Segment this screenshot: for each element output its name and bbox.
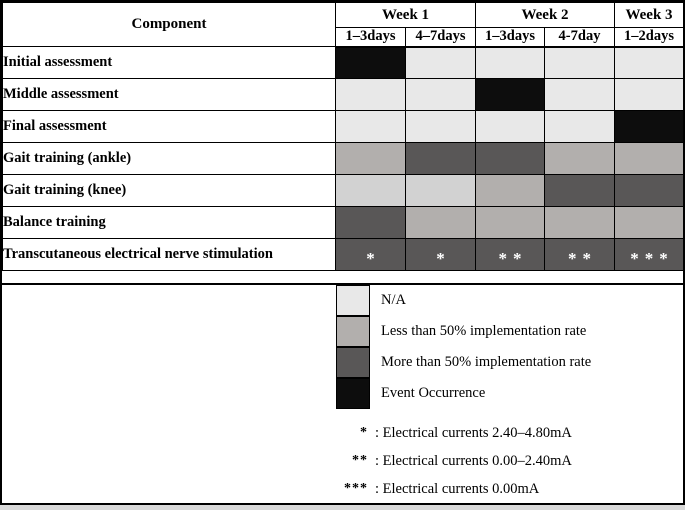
grid-cell xyxy=(475,78,545,111)
grid-cell xyxy=(405,142,476,175)
grid-cell xyxy=(544,110,615,143)
asterisk-mark: ** xyxy=(498,248,528,268)
row-label: Final assessment xyxy=(2,110,336,143)
grid-cell xyxy=(335,174,406,207)
grid-cell xyxy=(544,46,615,79)
day-header-week3: 1–2days xyxy=(614,27,684,48)
grid-cell: ** xyxy=(544,238,615,271)
legend-label: More than 50% implementation rate xyxy=(381,354,592,370)
row-label: Initial assessment xyxy=(2,46,336,79)
component-row: Middle assessment xyxy=(2,78,684,111)
grid-cell: * xyxy=(335,238,406,271)
grid-cell xyxy=(475,46,545,79)
note-asterisk-mark: *** xyxy=(344,481,368,496)
grid-cell xyxy=(614,110,684,143)
legend-swatch xyxy=(336,377,370,409)
asterisk-mark: * xyxy=(436,248,451,268)
legend-item: N/A xyxy=(2,285,683,316)
note-asterisk-mark: ** xyxy=(352,453,368,468)
component-row: Gait training (ankle) xyxy=(2,142,684,175)
grid-cell xyxy=(405,110,476,143)
grid-cell xyxy=(614,174,684,207)
legend-color-entries: N/A Less than 50% implementation rate More… xyxy=(2,285,683,409)
asterisk-mark: *** xyxy=(630,248,674,268)
legend-note: ** : Electrical currents 0.00–2.40mA xyxy=(2,447,683,475)
day-header-week1-early: 1–3days xyxy=(335,27,406,48)
day-header-week2-early: 1–3days xyxy=(475,27,545,48)
grid-cell xyxy=(335,110,406,143)
grid-cell xyxy=(335,142,406,175)
legend-swatch xyxy=(336,285,370,316)
component-row: Gait training (knee) xyxy=(2,174,684,207)
component-row: Balance training xyxy=(2,206,684,239)
row-label: Gait training (knee) xyxy=(2,174,336,207)
grid-cell xyxy=(614,78,684,111)
legend-label: Less than 50% implementation rate xyxy=(381,323,587,339)
day-header-week2-late: 4-7day xyxy=(544,27,615,48)
week3-header: Week 3 xyxy=(614,2,684,28)
grid-cell xyxy=(475,174,545,207)
grid-cell xyxy=(405,206,476,239)
grid-cell xyxy=(475,206,545,239)
grid-cell xyxy=(544,142,615,175)
schedule-table: Component Week 1 Week 2 Week 3 1–3days 4… xyxy=(2,2,684,271)
legend-item: More than 50% implementation rate xyxy=(2,346,683,378)
legend-panel: N/A Less than 50% implementation rate More… xyxy=(2,283,683,503)
legend-note: * : Electrical currents 2.40–4.80mA xyxy=(2,419,683,447)
grid-cell xyxy=(335,78,406,111)
legend-item: Event Occurrence xyxy=(2,377,683,409)
grid-cell: ** xyxy=(475,238,545,271)
grid-cell xyxy=(614,142,684,175)
grid-cell xyxy=(335,46,406,79)
asterisk-mark: ** xyxy=(568,248,597,268)
component-row: Final assessment xyxy=(2,110,684,143)
grid-cell xyxy=(544,174,615,207)
grid-cell xyxy=(405,46,476,79)
grid-cell xyxy=(405,174,476,207)
note-text: : Electrical currents 0.00–2.40mA xyxy=(375,452,572,469)
week2-header: Week 2 xyxy=(475,2,615,28)
row-label: Transcutaneous electrical nerve stimulat… xyxy=(2,238,336,271)
row-label: Middle assessment xyxy=(2,78,336,111)
grid-cell xyxy=(544,78,615,111)
grid-cell xyxy=(614,206,684,239)
grid-cell: *** xyxy=(614,238,684,271)
component-row: Transcutaneous electrical nerve stimulat… xyxy=(2,238,684,271)
grid-cell: * xyxy=(405,238,476,271)
day-header-week1-late: 4–7days xyxy=(405,27,476,48)
note-text: : Electrical currents 0.00mA xyxy=(375,480,540,497)
grid-cell xyxy=(475,110,545,143)
legend-note: *** : Electrical currents 0.00mA xyxy=(2,475,683,503)
note-text: : Electrical currents 2.40–4.80mA xyxy=(375,424,572,441)
grid-cell xyxy=(475,142,545,175)
week1-header: Week 1 xyxy=(335,2,476,28)
legend-swatch xyxy=(336,346,370,378)
legend-label: N/A xyxy=(381,292,406,308)
legend-swatch xyxy=(336,315,370,347)
grid-cell xyxy=(544,206,615,239)
asterisk-mark: * xyxy=(366,248,381,268)
row-label: Balance training xyxy=(2,206,336,239)
grid-cell xyxy=(614,46,684,79)
bottom-margin xyxy=(0,505,685,510)
week-header-row: Component Week 1 Week 2 Week 3 xyxy=(2,2,684,47)
table-legend-gap xyxy=(2,271,683,283)
grid-cell xyxy=(335,206,406,239)
legend-asterisk-notes: * : Electrical currents 2.40–4.80mA ** : El… xyxy=(2,419,683,503)
grid-cell xyxy=(405,78,476,111)
row-label: Gait training (ankle) xyxy=(2,142,336,175)
component-row: Initial assessment xyxy=(2,46,684,79)
legend-item: Less than 50% implementation rate xyxy=(2,315,683,347)
note-asterisk-mark: * xyxy=(360,425,368,440)
component-column-header: Component xyxy=(2,2,336,47)
legend-label: Event Occurrence xyxy=(381,385,486,401)
day-header-row: 1–3days 4–7days 1–3days 4-7day 1–2days xyxy=(3,27,684,48)
